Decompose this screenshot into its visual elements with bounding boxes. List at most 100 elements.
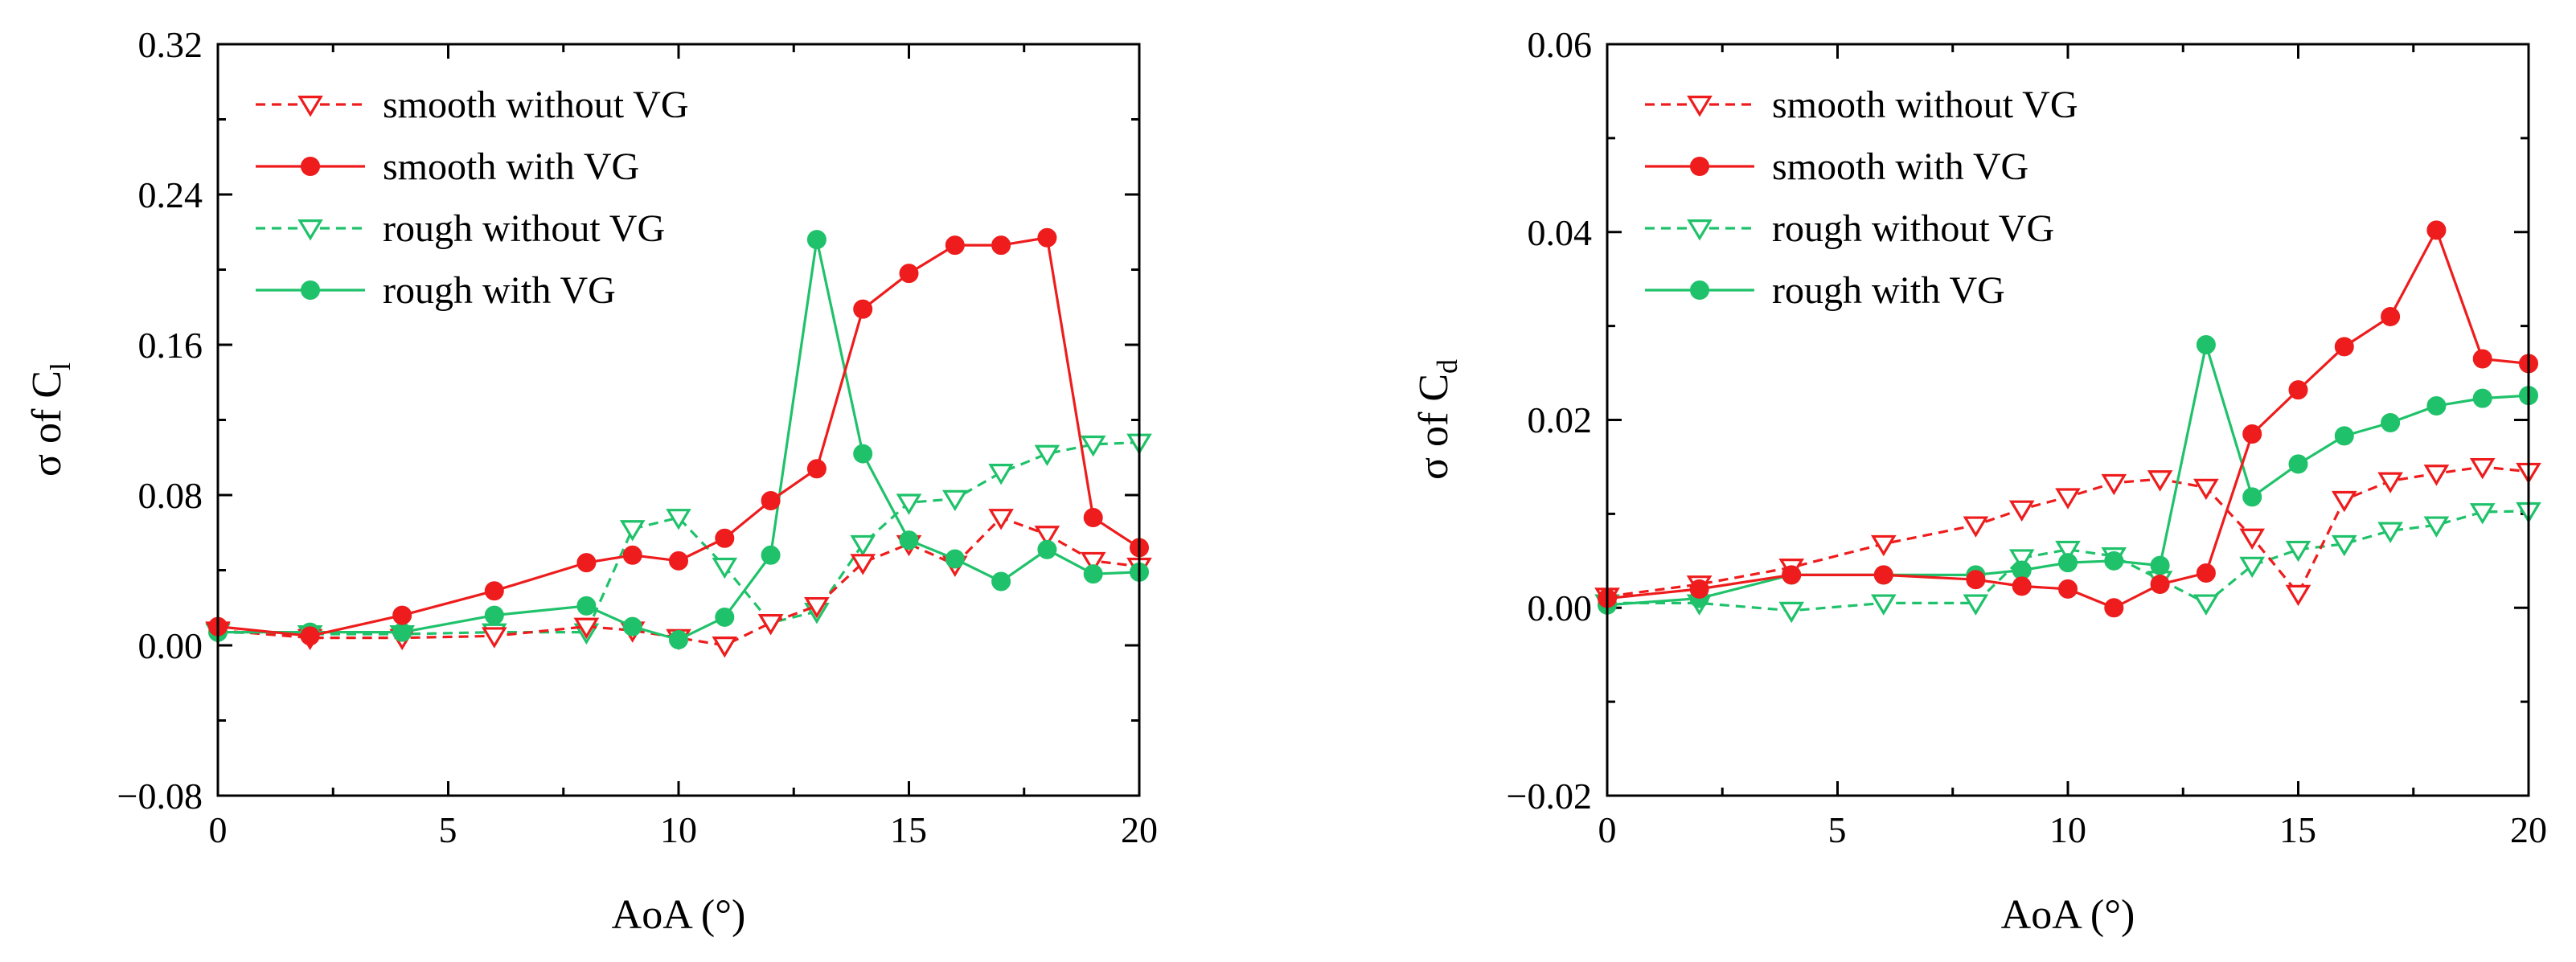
- cd-rough-with-VG-point: [2058, 553, 2078, 573]
- cd-smooth-without-VG-point: [2377, 472, 2403, 493]
- cl-smooth-without-VG-point: [712, 637, 738, 658]
- cl-smooth-with-VG-point: [806, 459, 827, 479]
- cd-rough-without-VG-point: [1963, 594, 1989, 616]
- cl-rough-without-VG-point: [712, 557, 738, 579]
- cd-y-tick-label: −0.02: [1507, 776, 1592, 817]
- cl-y-tick-label: 0.16: [138, 325, 203, 366]
- cl-plot-frame: [216, 43, 1141, 797]
- cd-x-tick-label: 10: [2049, 809, 2086, 850]
- cl-y-tick-label: 0.32: [138, 24, 203, 65]
- cd-rough-with-VG-point: [2426, 395, 2447, 416]
- cd-rough-with-VG-point: [2104, 551, 2124, 571]
- cd-y-axis-label-sub: d: [1431, 359, 1463, 374]
- cd-rough-with-VG-point: [2381, 413, 2401, 433]
- cl-legend-label: rough without VG: [383, 207, 665, 250]
- cd-smooth-with-VG-point: [2426, 220, 2447, 240]
- cl-smooth-without-VG-point: [481, 627, 507, 649]
- cl-legend-marker: [301, 280, 320, 300]
- cd-rough-with-VG-point: [2288, 454, 2308, 474]
- cd-x-tick-label: 5: [1828, 809, 1847, 850]
- cd-x-tick-label: 15: [2279, 809, 2316, 850]
- cd-legend-marker: [1690, 280, 1709, 300]
- cl-legend: smooth without VG smooth with VG rough w…: [256, 84, 688, 312]
- cl-smooth-without-VG-point: [850, 554, 876, 575]
- cd-smooth-without-VG-point: [2469, 457, 2496, 480]
- cl-smooth-without-VG-point: [757, 613, 784, 636]
- cd-rough-without-VG-point: [1778, 601, 1805, 624]
- cd-plot-frame: [1606, 43, 2530, 797]
- cl-smooth-with-VG-point: [392, 605, 412, 625]
- cd-rough-with-VG-point: [2196, 335, 2216, 354]
- cd-smooth-with-VG-point: [2381, 306, 2401, 326]
- cl-y-axis-label-main: σ of C: [24, 370, 70, 477]
- cd-smooth-with-VG-point: [2058, 579, 2078, 599]
- cd-x-tick-labels: 0 5 10 15 20: [1598, 809, 2548, 850]
- cd-y-tick-label: 0.02: [1528, 399, 1593, 440]
- cd-smooth-without-VG-point: [2239, 528, 2266, 551]
- cd-y-axis-label-main: σ of C: [1411, 374, 1457, 480]
- cd-rough-without-VG-line: [1607, 510, 2529, 612]
- cd-smooth-without-VG-point: [2147, 470, 2173, 492]
- cd-smooth-without-VG-point: [2285, 584, 2311, 607]
- cd-series-group: [1594, 220, 2541, 624]
- cl-rough-with-VG-point: [669, 629, 688, 649]
- cl-y-tick-label: 0.24: [138, 174, 203, 215]
- cd-smooth-with-VG-point: [2242, 424, 2262, 444]
- cd-legend-label: rough with VG: [1772, 269, 2005, 312]
- cl-rough-with-VG-point: [1037, 539, 1057, 559]
- cl-rough-without-VG-point: [1034, 444, 1060, 467]
- cd-smooth-with-VG-point: [1689, 579, 1709, 599]
- cl-rough-without-VG-point: [941, 489, 968, 512]
- cd-smooth-with-VG-point: [2288, 380, 2308, 400]
- cl-rough-with-VG-point: [622, 616, 642, 637]
- cd-smooth-without-VG-point: [2423, 465, 2450, 486]
- cl-smooth-without-VG-point: [1034, 526, 1060, 547]
- cl-legend-symbols: [256, 96, 365, 300]
- cl-smooth-with-VG-point: [669, 551, 688, 571]
- cl-y-tick-label: 0.08: [138, 475, 203, 516]
- cl-smooth-with-VG-point: [622, 545, 642, 565]
- cl-rough-with-VG-point: [945, 549, 965, 569]
- cd-legend-marker: [1687, 96, 1713, 117]
- cl-x-tick-labels: 0 5 10 15 20: [209, 809, 1159, 850]
- cl-rough-with-VG-point: [576, 596, 597, 616]
- cl-legend-label: rough with VG: [383, 269, 616, 312]
- cl-smooth-with-VG-point: [761, 491, 781, 511]
- cl-rough-without-VG-point: [619, 520, 646, 542]
- chart-cd: −0.02 0.00 0.02 0.04 0.06 0 5 10 15 20 A…: [1411, 24, 2547, 938]
- cd-smooth-with-VG-point: [1782, 565, 1802, 585]
- cl-legend-marker: [301, 157, 320, 176]
- cl-rough-without-VG-point: [850, 534, 876, 557]
- cd-rough-without-VG-point: [1870, 594, 1897, 616]
- cl-rough-with-VG-point: [853, 444, 873, 464]
- cl-smooth-without-VG-point: [573, 617, 600, 640]
- cl-smooth-with-VG-point: [899, 264, 919, 284]
- cd-rough-without-VG-point: [2377, 522, 2403, 543]
- cd-legend-marker: [1690, 157, 1709, 176]
- cl-rough-with-VG-point: [1083, 564, 1103, 584]
- cd-rough-without-VG-point: [2239, 556, 2266, 579]
- cl-y-axis-label-sub: l: [44, 362, 76, 370]
- cd-smooth-with-VG-point: [2472, 349, 2492, 369]
- cl-y-tick-label: −0.08: [117, 776, 203, 817]
- cd-smooth-with-VG-point: [2150, 575, 2170, 595]
- cl-rough-with-VG-point: [484, 605, 504, 625]
- cl-y-tick-labels: −0.08 0.00 0.08 0.16 0.24 0.32: [117, 24, 203, 817]
- cd-rough-without-VG-point: [2469, 503, 2496, 525]
- cl-rough-without-VG-point: [1080, 435, 1106, 457]
- cl-smooth-with-VG-point: [853, 299, 873, 319]
- cl-smooth-without-VG-point: [988, 509, 1014, 530]
- cd-x-tick-label: 20: [2510, 809, 2547, 850]
- cl-smooth-with-VG-point: [945, 235, 965, 256]
- cd-smooth-without-VG-point: [1870, 534, 1897, 557]
- cd-legend-label: smooth without VG: [1772, 84, 2078, 126]
- cl-y-tick-label: 0.00: [138, 625, 203, 666]
- cd-smooth-without-VG-point: [2055, 488, 2081, 510]
- cd-y-tick-label: 0.06: [1528, 24, 1593, 65]
- cl-x-axis-label: AoA (°): [612, 892, 746, 938]
- cd-smooth-without-VG-point: [2193, 478, 2219, 501]
- cd-smooth-with-VG-point: [2104, 598, 2124, 618]
- cd-smooth-with-VG-point: [1966, 570, 1986, 590]
- cd-smooth-with-VG-point: [1873, 565, 1893, 585]
